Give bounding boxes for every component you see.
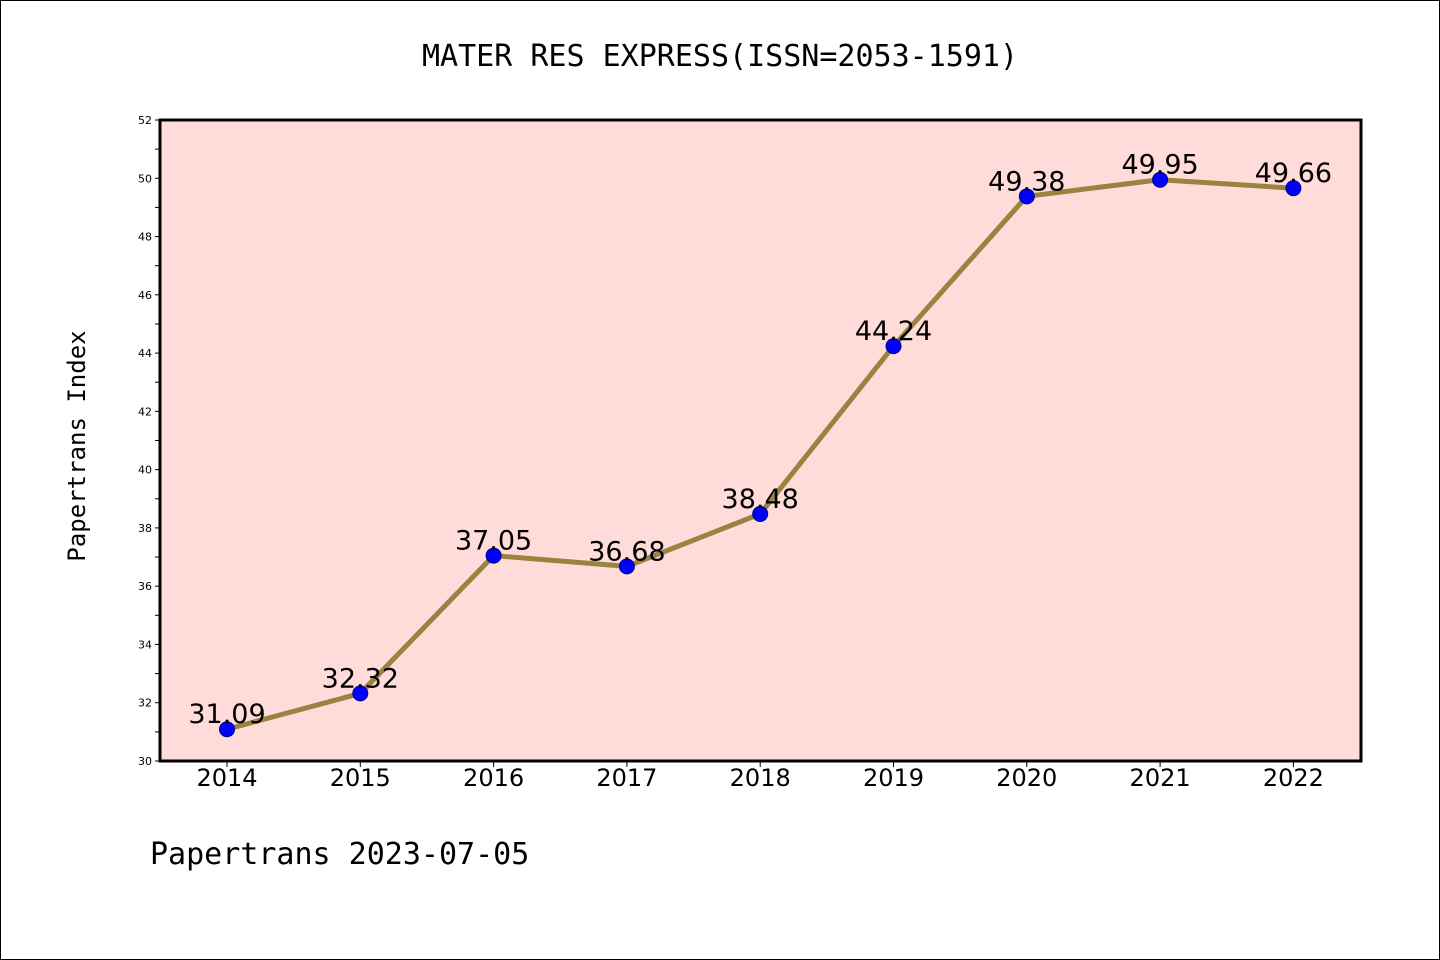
x-tick-label: 2016 [463, 764, 524, 792]
data-label: 44.24 [855, 316, 932, 347]
data-label: 49.38 [988, 166, 1065, 197]
chart-title: MATER RES EXPRESS(ISSN=2053-1591) [422, 39, 1018, 74]
x-tick-label: 2014 [196, 764, 257, 792]
data-labels: 31.09 32.32 37.05 36.68 38.48 44.24 49.38 49.95… [188, 150, 1332, 731]
y-tick-label: 46 [138, 289, 152, 302]
plot-area [158, 118, 1363, 763]
data-point [352, 685, 369, 702]
data-label: 36.68 [588, 536, 665, 567]
x-tick-label: 2018 [730, 764, 791, 792]
y-axis-label: Papertrans Index [63, 330, 91, 561]
y-tick-label: 36 [138, 580, 152, 593]
data-label: 32.32 [322, 663, 399, 694]
x-tick-label: 2015 [330, 764, 391, 792]
y-tick-label: 32 [138, 697, 152, 710]
x-tick-label: 2017 [596, 764, 657, 792]
x-tick-label: 2019 [863, 764, 924, 792]
data-point [752, 505, 769, 522]
data-label: 49.66 [1255, 158, 1332, 189]
y-tick-label: 34 [138, 638, 152, 651]
data-point [1018, 188, 1035, 205]
data-point [1152, 171, 1169, 188]
data-point [618, 558, 635, 575]
y-tick-label: 48 [138, 231, 152, 244]
data-point [219, 721, 235, 738]
data-point [885, 338, 902, 355]
data-label: 37.05 [455, 526, 532, 557]
data-label: 38.48 [722, 484, 799, 515]
data-label: 49.95 [1121, 150, 1198, 181]
data-point [485, 547, 502, 564]
data-label: 31.09 [188, 699, 265, 730]
data-point [1285, 180, 1302, 197]
x-tick-label: 2022 [1263, 764, 1324, 792]
x-tick-label: 2020 [996, 764, 1057, 792]
y-tick-label: 50 [138, 172, 152, 185]
y-axis: 30 32 34 36 38 40 42 44 46 48 50 52 [138, 114, 160, 768]
y-tick-label: 40 [138, 464, 152, 477]
footer-caption: Papertrans 2023-07-05 [150, 837, 529, 872]
y-tick-label: 38 [138, 522, 152, 535]
x-tick-label: 2021 [1130, 764, 1191, 792]
y-tick-label: 42 [138, 405, 152, 418]
y-tick-label: 30 [138, 755, 152, 768]
x-axis: 2014 2015 2016 2017 2018 2019 2020 2021 2022 [196, 761, 1324, 792]
y-tick-label: 52 [138, 114, 152, 127]
y-tick-label: 44 [138, 347, 152, 360]
data-points [219, 171, 1302, 738]
